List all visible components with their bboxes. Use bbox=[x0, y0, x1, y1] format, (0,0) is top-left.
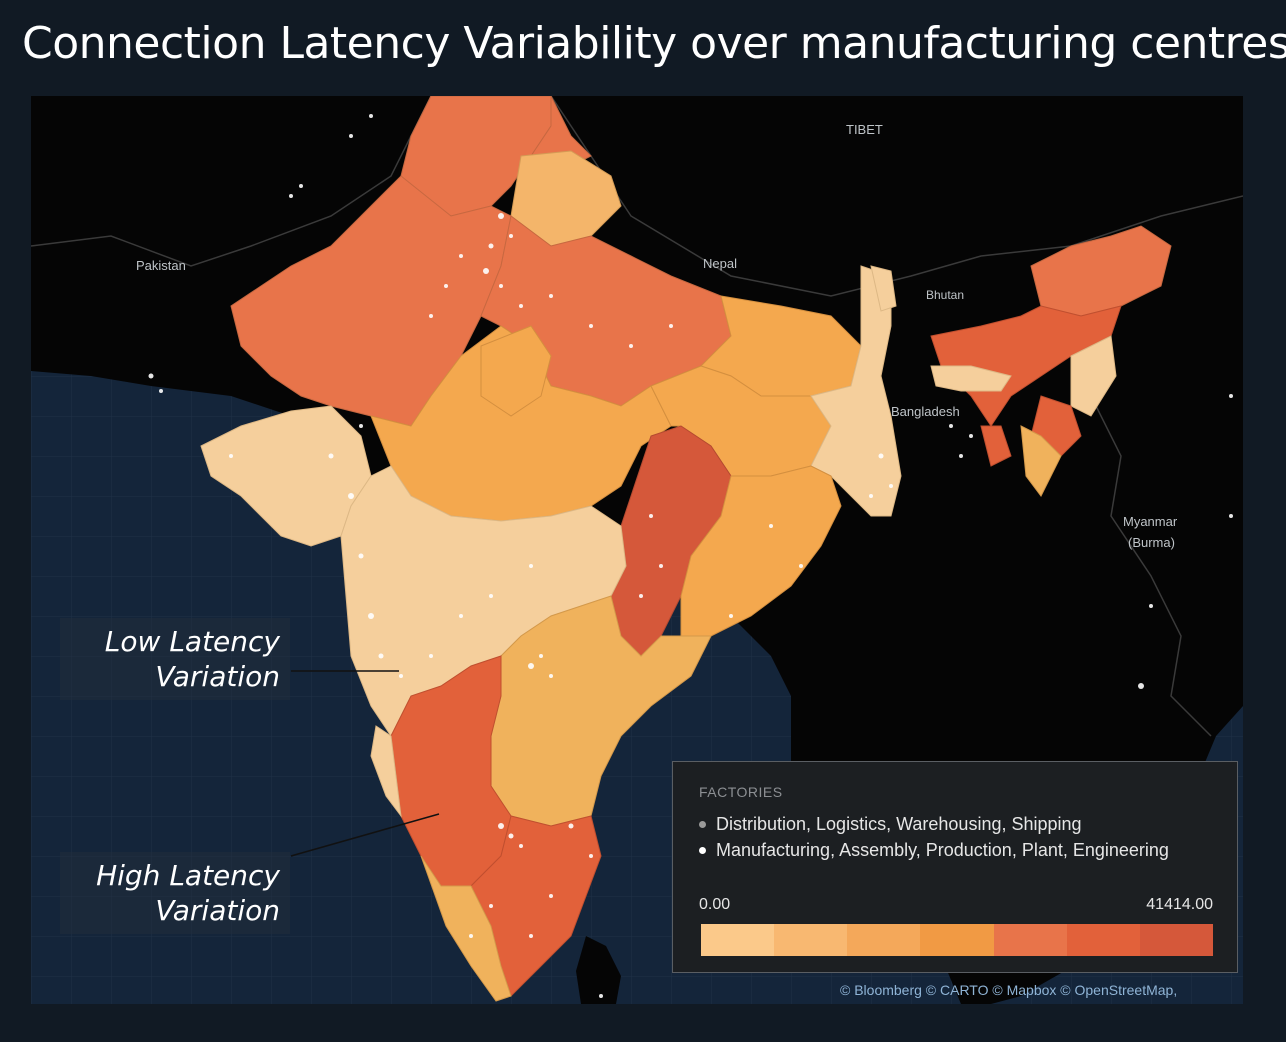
page-title: Connection Latency Variability over manu… bbox=[22, 18, 1286, 69]
callout-line-high bbox=[290, 813, 440, 857]
region-kerala bbox=[420, 855, 512, 1002]
region-tripura bbox=[980, 425, 1012, 467]
legend-dot-white-icon bbox=[699, 847, 706, 854]
callout-low-line1: Low Latency bbox=[104, 625, 280, 658]
legend-item-label: Distribution, Logistics, Warehousing, Sh… bbox=[716, 814, 1082, 834]
map-label-tibet: TIBET bbox=[846, 122, 883, 137]
callout-high-latency: High Latency Variation bbox=[60, 852, 290, 934]
region-goa bbox=[370, 725, 402, 818]
callout-low-line2: Variation bbox=[155, 660, 280, 693]
region-nagaland bbox=[1070, 335, 1117, 417]
region-west-bengal bbox=[810, 265, 902, 517]
legend-ramp-swatch-3 bbox=[920, 924, 994, 956]
legend-range-min: 0.00 bbox=[699, 896, 731, 913]
legend-ramp-swatch-1 bbox=[774, 924, 848, 956]
callout-high-line1: High Latency bbox=[96, 859, 280, 892]
legend-ramp-swatch-5 bbox=[1066, 924, 1140, 956]
map-label-burma: (Burma) bbox=[1128, 535, 1175, 550]
region-odisha bbox=[680, 465, 842, 637]
border-pakistan bbox=[31, 96, 432, 267]
region-meghalaya bbox=[930, 365, 1012, 392]
map-label-bangladesh: Bangladesh bbox=[891, 404, 960, 419]
map-label-pakistan: Pakistan bbox=[136, 258, 186, 273]
legend-ramp-swatch-6 bbox=[1139, 924, 1213, 956]
legend-ramp-swatch-4 bbox=[993, 924, 1067, 956]
land-sri-lanka bbox=[576, 936, 621, 1004]
region-rajasthan-east bbox=[480, 325, 552, 417]
map-label-myanmar: Myanmar bbox=[1123, 514, 1178, 529]
callout-low-latency: Low Latency Variation bbox=[60, 618, 290, 700]
legend-ramp-swatch-0 bbox=[701, 924, 775, 956]
map-legend: FACTORIES Distribution, Logistics, Wareh… bbox=[672, 761, 1238, 973]
callout-high-line2: Variation bbox=[155, 894, 280, 927]
legend-ramp-swatch-2 bbox=[847, 924, 921, 956]
legend-title: FACTORIES bbox=[699, 784, 783, 800]
border-myanmar bbox=[1090, 395, 1212, 737]
region-mizoram bbox=[1020, 425, 1062, 497]
legend-item-distribution[interactable]: Distribution, Logistics, Warehousing, Sh… bbox=[699, 814, 1082, 835]
legend-item-manufacturing[interactable]: Manufacturing, Assembly, Production, Pla… bbox=[699, 840, 1169, 861]
map-attribution[interactable]: © Bloomberg © CARTO © Mapbox © OpenStree… bbox=[840, 982, 1178, 998]
legend-color-ramp bbox=[701, 924, 1213, 956]
legend-range-max: 41414.00 bbox=[1146, 896, 1213, 913]
region-sikkim bbox=[870, 265, 897, 312]
map-label-nepal: Nepal bbox=[703, 256, 737, 271]
map-label-bhutan: Bhutan bbox=[926, 288, 964, 302]
factory-dots bbox=[148, 114, 1233, 998]
legend-dot-grey-icon bbox=[699, 821, 706, 828]
legend-item-label: Manufacturing, Assembly, Production, Pla… bbox=[716, 840, 1169, 860]
